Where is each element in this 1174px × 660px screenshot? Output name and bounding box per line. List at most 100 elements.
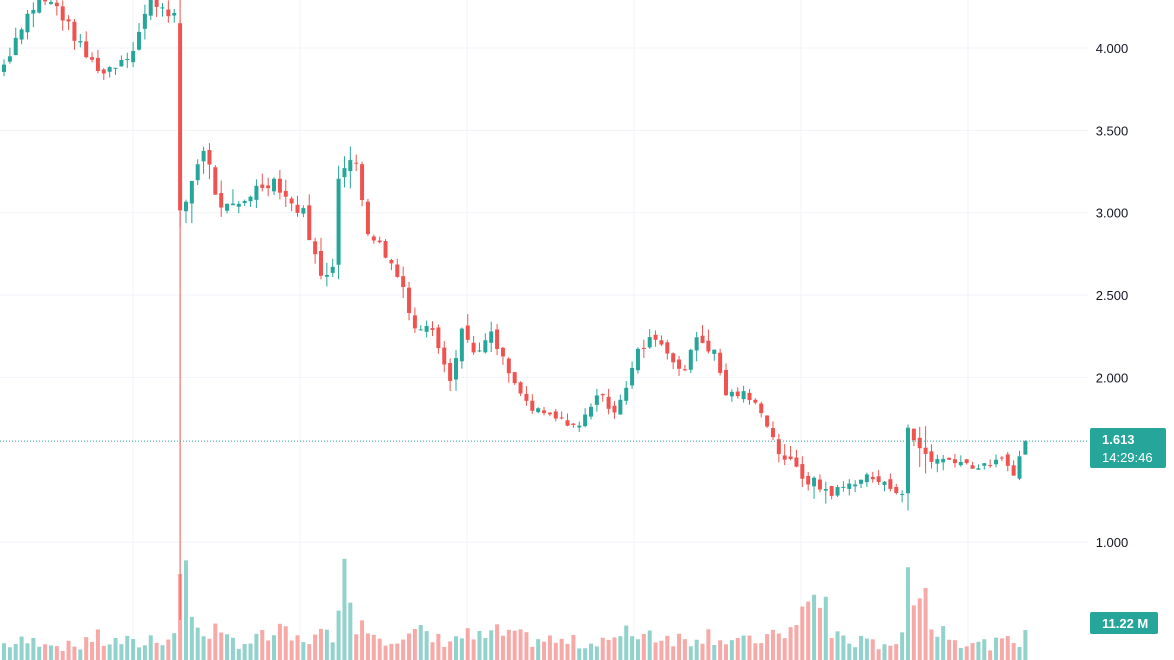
- candle: [254, 179, 259, 208]
- candle: [318, 237, 323, 280]
- volume-bar: [835, 631, 840, 660]
- volume-bar: [565, 643, 570, 660]
- volume-bar: [131, 639, 136, 660]
- candle: [682, 364, 687, 372]
- candle: [947, 457, 952, 460]
- candle: [107, 66, 112, 78]
- price-axis[interactable]: 4.000 3.500 3.000 2.500 2.000 1.000: [1096, 41, 1129, 550]
- candle: [976, 464, 981, 470]
- candle-body: [31, 9, 36, 14]
- candle-body: [318, 251, 323, 276]
- candle-body: [870, 476, 875, 480]
- volume-bar: [547, 635, 552, 660]
- candle-body: [624, 387, 629, 401]
- volume-bar: [195, 627, 200, 660]
- volume-bar: [266, 640, 271, 660]
- volume-bar: [970, 643, 975, 660]
- volume-bar: [336, 610, 341, 660]
- volume-bar: [78, 649, 83, 660]
- candle-body: [78, 41, 83, 43]
- candle: [354, 154, 359, 171]
- candle: [101, 68, 106, 81]
- candle-body: [612, 405, 617, 413]
- volume-bar: [330, 642, 335, 660]
- candle: [735, 387, 740, 399]
- candle: [647, 329, 652, 349]
- volume-bar: [853, 647, 858, 660]
- candle-body: [759, 403, 764, 414]
- volume-bar: [594, 646, 599, 660]
- candle-body: [876, 476, 881, 483]
- candle: [952, 453, 957, 468]
- candle-body: [718, 352, 723, 373]
- volume-bar: [859, 635, 864, 660]
- candle: [547, 412, 552, 417]
- candle: [95, 49, 100, 74]
- volume-bar: [753, 643, 758, 660]
- candle: [272, 177, 277, 196]
- candle-body: [530, 400, 535, 411]
- volume-bar: [1017, 646, 1022, 660]
- candle-body: [254, 185, 259, 200]
- volume-bar: [741, 635, 746, 660]
- volume-bar: [524, 632, 529, 660]
- volume-bar: [37, 646, 42, 660]
- candle-body: [189, 180, 194, 204]
- volume-bar: [471, 639, 476, 660]
- candle: [90, 52, 95, 63]
- candle: [66, 15, 71, 31]
- volume-bar: [882, 644, 887, 660]
- volume-bar: [964, 646, 969, 660]
- y-tick-label: 2.500: [1096, 288, 1129, 303]
- volume-bar: [982, 639, 987, 660]
- candle-body: [952, 459, 957, 464]
- candle: [383, 238, 388, 259]
- candle-body: [706, 340, 711, 352]
- candle: [518, 381, 523, 397]
- candle: [418, 325, 423, 331]
- volume-bar: [612, 637, 617, 660]
- candle: [606, 388, 611, 415]
- candle-body: [242, 200, 247, 204]
- candle-body: [201, 150, 206, 162]
- candle-body: [947, 457, 952, 460]
- candle-body: [594, 395, 599, 405]
- candle-body: [659, 340, 664, 345]
- volume-bar: [489, 630, 494, 660]
- candle: [964, 458, 969, 465]
- candle: [84, 31, 89, 59]
- volume-bar: [647, 630, 652, 660]
- candle: [266, 177, 271, 197]
- volume-bar: [976, 641, 981, 660]
- candle: [283, 179, 288, 208]
- candle: [430, 321, 435, 337]
- candle: [694, 331, 699, 362]
- candle: [183, 199, 188, 224]
- candle-body: [1011, 465, 1016, 476]
- volume-bar: [166, 639, 171, 660]
- candle: [823, 481, 828, 504]
- candle: [248, 195, 253, 207]
- volume-bar: [225, 634, 230, 660]
- volume-bar: [318, 628, 323, 660]
- candle-body: [800, 464, 805, 479]
- volume-bars: [2, 558, 1028, 660]
- candle-body: [13, 37, 18, 56]
- candle: [477, 342, 482, 353]
- volume-bar: [72, 646, 77, 660]
- candle: [348, 146, 353, 189]
- volume-bar: [389, 643, 394, 660]
- candle-body: [618, 399, 623, 415]
- candle-body: [125, 58, 130, 61]
- volume-bar: [31, 637, 36, 660]
- candle: [524, 386, 529, 406]
- candle: [706, 329, 711, 354]
- candle-body: [113, 67, 118, 69]
- candle: [277, 169, 282, 200]
- candle-body: [260, 184, 265, 188]
- volume-bar: [589, 643, 593, 660]
- candle-body: [817, 479, 822, 490]
- volume-bar: [483, 638, 488, 660]
- candle-body: [894, 486, 899, 493]
